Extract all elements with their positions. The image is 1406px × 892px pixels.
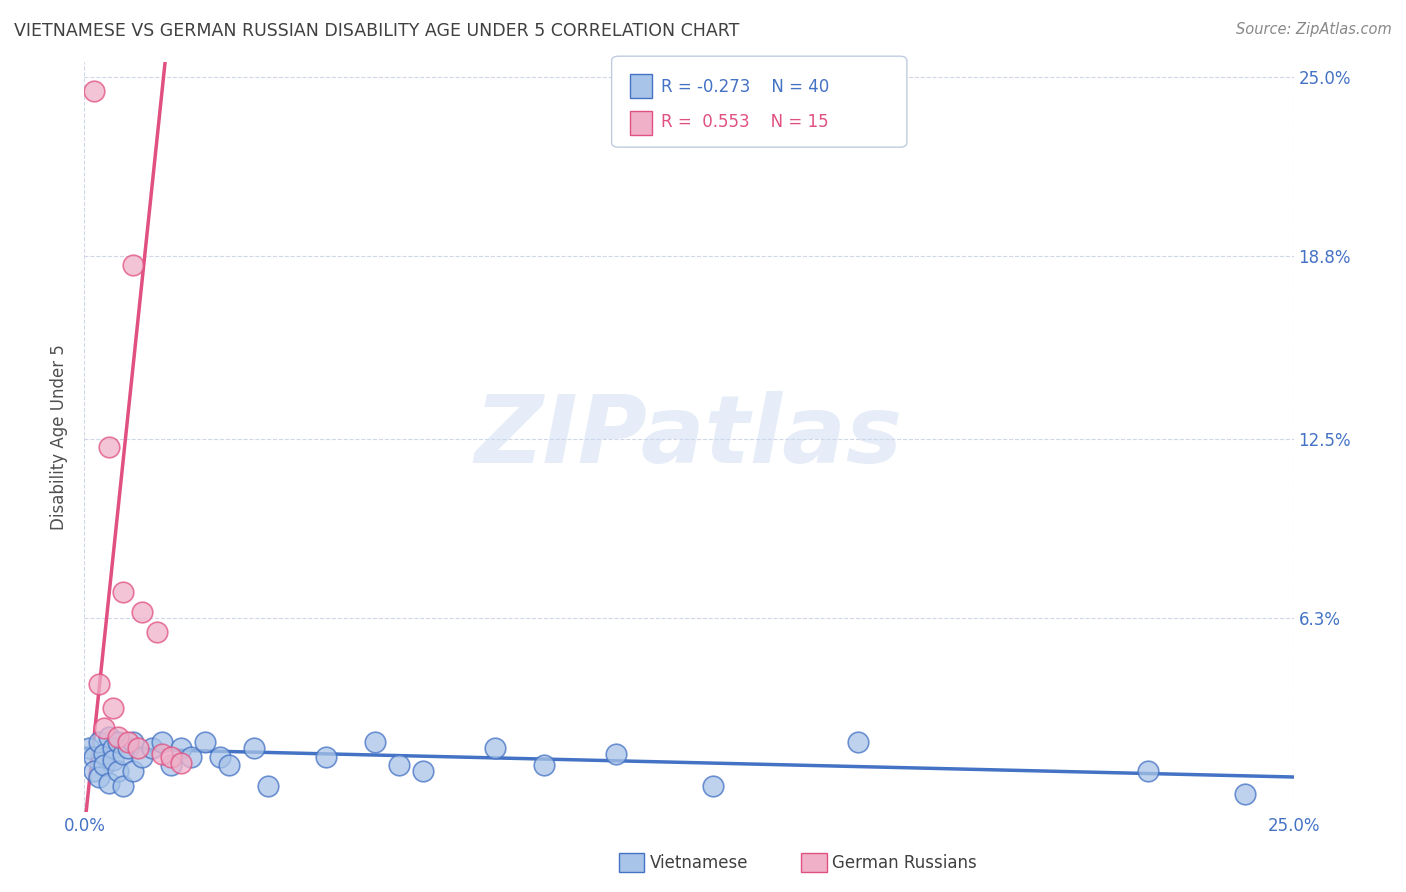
Text: R = -0.273    N = 40: R = -0.273 N = 40 [661, 78, 830, 96]
Point [103, 741, 125, 756]
Point [107, 730, 129, 744]
Point [363, 735, 385, 749]
Point [242, 741, 264, 756]
Text: ZIPatlas: ZIPatlas [475, 391, 903, 483]
Point [1137, 764, 1160, 779]
Text: Vietnamese: Vietnamese [650, 854, 748, 871]
Point [87, 735, 110, 749]
Point [846, 735, 869, 749]
Point [208, 749, 231, 764]
Point [117, 735, 139, 749]
Point [83, 749, 105, 764]
Point [160, 749, 183, 764]
Point [121, 764, 143, 779]
Point [412, 764, 434, 779]
Point [131, 605, 153, 619]
Point [93, 747, 115, 761]
Point [117, 741, 139, 756]
Point [112, 585, 135, 599]
Point [127, 741, 149, 756]
Point [150, 747, 173, 761]
Point [103, 700, 125, 714]
Point [141, 741, 163, 756]
Point [388, 758, 411, 772]
Text: VIETNAMESE VS GERMAN RUSSIAN DISABILITY AGE UNDER 5 CORRELATION CHART: VIETNAMESE VS GERMAN RUSSIAN DISABILITY … [14, 22, 740, 40]
Point [533, 758, 555, 772]
Point [97, 730, 120, 744]
Point [605, 747, 627, 761]
Point [112, 747, 135, 761]
Point [150, 735, 173, 749]
Point [170, 756, 193, 770]
Point [77, 741, 100, 756]
Text: German Russians: German Russians [832, 854, 977, 871]
Point [87, 770, 110, 784]
Point [146, 625, 169, 640]
Point [218, 758, 240, 772]
Point [160, 758, 183, 772]
Point [121, 258, 143, 272]
Text: Source: ZipAtlas.com: Source: ZipAtlas.com [1236, 22, 1392, 37]
Point [87, 677, 110, 691]
Point [180, 749, 202, 764]
Point [93, 721, 115, 735]
Point [315, 749, 337, 764]
Point [103, 753, 125, 767]
Point [1234, 788, 1257, 802]
Point [170, 741, 193, 756]
Point [97, 440, 120, 454]
Point [83, 764, 105, 779]
Point [702, 779, 724, 793]
Point [484, 741, 506, 756]
Point [93, 758, 115, 772]
Point [194, 735, 217, 749]
Point [83, 84, 105, 98]
Point [112, 779, 135, 793]
Point [107, 735, 129, 749]
Text: R =  0.553    N = 15: R = 0.553 N = 15 [661, 113, 828, 131]
Point [107, 764, 129, 779]
Y-axis label: Disability Age Under 5: Disability Age Under 5 [51, 344, 69, 530]
Point [97, 776, 120, 790]
Point [131, 749, 153, 764]
Point [257, 779, 280, 793]
Point [121, 735, 143, 749]
